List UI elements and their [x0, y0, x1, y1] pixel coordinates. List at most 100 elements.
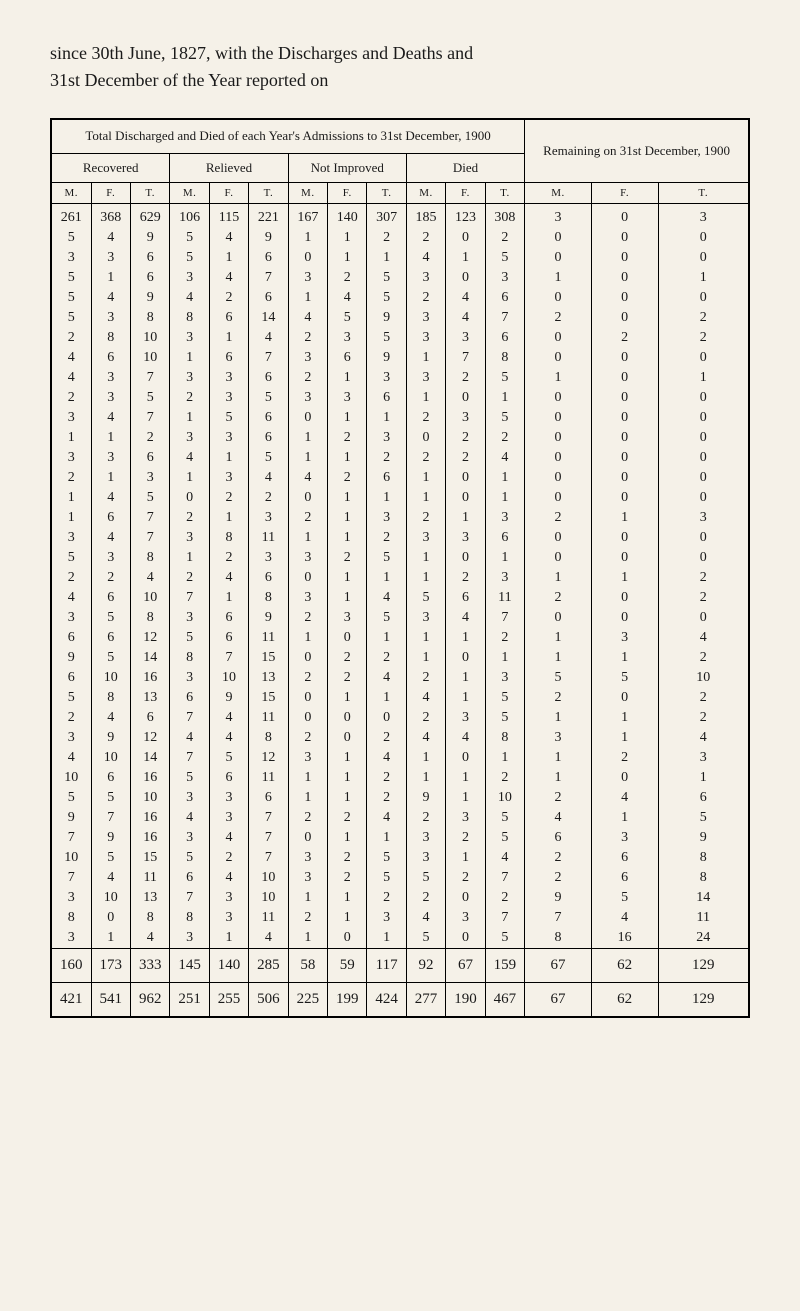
- cell: 0: [288, 488, 327, 508]
- cell: 8: [170, 648, 209, 668]
- cell: 0: [591, 348, 658, 368]
- cell: 3: [288, 868, 327, 888]
- cell: 1: [446, 628, 485, 648]
- cell: 8: [485, 348, 525, 368]
- cell: 1: [91, 928, 130, 949]
- cell: 0: [525, 488, 592, 508]
- cell: 1: [485, 748, 525, 768]
- table-row: 145022011101000: [51, 488, 749, 508]
- cell: 0: [288, 828, 327, 848]
- cell: 4: [367, 588, 406, 608]
- cell: 1: [591, 728, 658, 748]
- cell: 0: [658, 248, 749, 268]
- cell: 4: [170, 728, 209, 748]
- table-row: 235235336101000: [51, 388, 749, 408]
- cell: 9: [525, 888, 592, 908]
- cell: 129: [658, 982, 749, 1017]
- cell: 16: [130, 808, 169, 828]
- cell: 1: [288, 428, 327, 448]
- cell: 0: [591, 688, 658, 708]
- cell: 1: [367, 828, 406, 848]
- cell: 421: [51, 982, 91, 1017]
- cell: 9: [91, 828, 130, 848]
- cell: 1: [328, 768, 367, 788]
- cell: 0: [591, 768, 658, 788]
- cell: 0: [288, 708, 327, 728]
- cell: 0: [406, 428, 445, 448]
- group-relieved: Relieved: [170, 153, 288, 182]
- cell: 3: [170, 328, 209, 348]
- cell: 6: [249, 248, 288, 268]
- cell: 3: [525, 203, 592, 228]
- cell: 11: [658, 908, 749, 928]
- cell: 15: [249, 688, 288, 708]
- cell: 10: [130, 328, 169, 348]
- cell: 3: [51, 728, 91, 748]
- cell: 4: [91, 708, 130, 728]
- col-f: F.: [209, 182, 248, 203]
- cell: 6: [130, 248, 169, 268]
- cell: 4: [130, 928, 169, 949]
- cell: 8: [658, 848, 749, 868]
- col-t: T.: [249, 182, 288, 203]
- cell: 308: [485, 203, 525, 228]
- cell: 0: [591, 608, 658, 628]
- col-f: F.: [446, 182, 485, 203]
- cell: 6: [367, 468, 406, 488]
- cell: 1: [328, 508, 367, 528]
- cell: 0: [658, 448, 749, 468]
- cell: 5: [485, 828, 525, 848]
- cell: 16: [130, 668, 169, 688]
- cell: 1: [367, 688, 406, 708]
- cell: 10: [51, 848, 91, 868]
- cell: 4: [249, 468, 288, 488]
- cell: 2: [406, 508, 445, 528]
- cell: 2: [288, 508, 327, 528]
- cell: 3: [367, 428, 406, 448]
- cell: 2: [288, 608, 327, 628]
- cell: 10: [91, 888, 130, 908]
- cell: 1: [288, 448, 327, 468]
- cell: 2: [367, 528, 406, 548]
- cell: 6: [485, 328, 525, 348]
- header-remaining: Remaining on 31st December, 1900: [525, 119, 749, 182]
- cell: 2: [525, 788, 592, 808]
- cell: 4: [367, 808, 406, 828]
- table-row: 336516011415000: [51, 248, 749, 268]
- cell: 506: [249, 982, 288, 1017]
- cell: 1: [406, 388, 445, 408]
- cell: 6: [249, 568, 288, 588]
- cell: 11: [130, 868, 169, 888]
- cell: 6: [485, 288, 525, 308]
- cell: 0: [658, 348, 749, 368]
- cell: 5: [485, 928, 525, 949]
- cell: 3: [446, 328, 485, 348]
- cell: 5: [209, 408, 248, 428]
- cell: 5: [130, 388, 169, 408]
- cell: 2: [209, 488, 248, 508]
- cell: 0: [525, 548, 592, 568]
- cell: 6: [249, 288, 288, 308]
- cell: 3: [485, 668, 525, 688]
- cell: 4: [658, 728, 749, 748]
- cell: 1: [525, 748, 592, 768]
- cell: 190: [446, 982, 485, 1017]
- cell: 16: [591, 928, 658, 949]
- cell: 0: [658, 608, 749, 628]
- cell: 1: [485, 548, 525, 568]
- cell: 4: [91, 528, 130, 548]
- cell: 15: [249, 648, 288, 668]
- cell: 0: [328, 928, 367, 949]
- cell: 4: [406, 908, 445, 928]
- cell: 3: [91, 448, 130, 468]
- cell: 2: [446, 368, 485, 388]
- cell: 5: [51, 288, 91, 308]
- cell: 5: [658, 808, 749, 828]
- cell: 4: [51, 368, 91, 388]
- cell: 0: [288, 568, 327, 588]
- cell: 67: [525, 982, 592, 1017]
- cell: 2: [288, 808, 327, 828]
- cell: 10: [209, 668, 248, 688]
- cell: 0: [446, 388, 485, 408]
- cell: 0: [446, 488, 485, 508]
